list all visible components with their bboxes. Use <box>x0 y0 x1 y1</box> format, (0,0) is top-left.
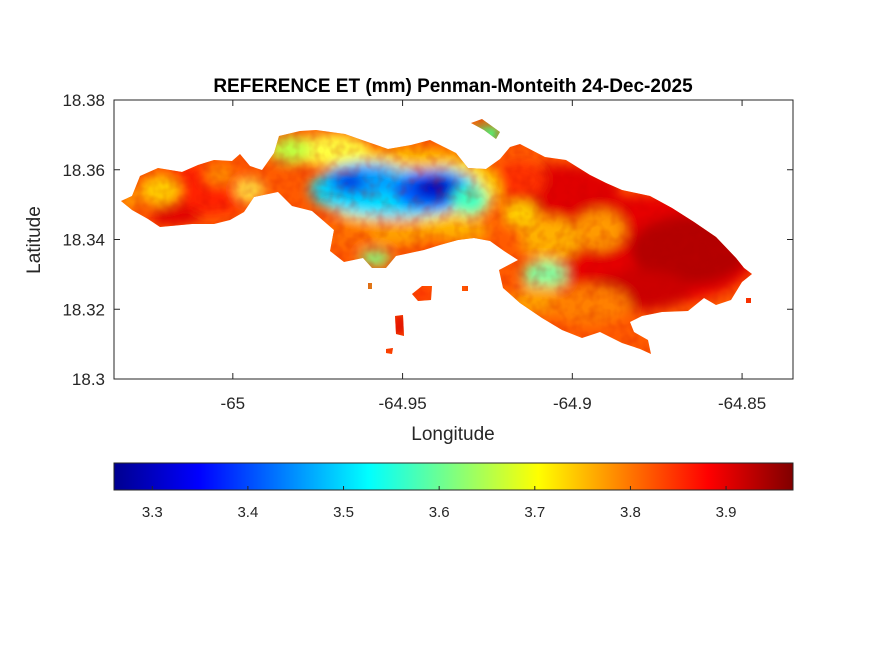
x-axis-label: Longitude <box>411 424 494 445</box>
colorbar-tick-label: 3.3 <box>142 504 163 521</box>
x-tick-label: -64.9 <box>553 394 592 413</box>
colorbar-tick-label: 3.8 <box>620 504 641 521</box>
y-tick-label: 18.38 <box>62 91 105 110</box>
colorbar-tick-label: 3.4 <box>237 504 258 521</box>
colorbar-gradient <box>113 462 794 491</box>
chart-title: REFERENCE ET (mm) Penman-Monteith 24-Dec… <box>213 76 693 97</box>
y-tick-label: 18.32 <box>62 300 105 319</box>
y-tick-label: 18.3 <box>72 370 105 389</box>
y-tick-label: 18.36 <box>62 161 105 180</box>
colorbar-tick-label: 3.7 <box>524 504 545 521</box>
colorbar-tick-label: 3.6 <box>429 504 450 521</box>
colorbar-tick-label: 3.9 <box>716 504 737 521</box>
x-tick-label: -64.95 <box>378 394 426 413</box>
y-axis-label: Latitude <box>24 206 45 274</box>
plot-area: -65 -64.95 -64.9 -64.85 18.3 18.32 18.34 18.36 1… <box>62 91 794 413</box>
ticks-layer: -65 -64.95 -64.9 -64.85 18.3 18.32 18.34 18.36 1… <box>62 91 793 413</box>
colorbar-tick-label: 3.5 <box>333 504 354 521</box>
colorbar: 3.3 3.4 3.5 3.6 3.7 3.8 3.9 <box>113 462 794 521</box>
colorbar-ticks-layer: 3.3 3.4 3.5 3.6 3.7 3.8 3.9 <box>142 486 737 521</box>
x-tick-label: -64.85 <box>718 394 766 413</box>
x-tick-label: -65 <box>221 394 246 413</box>
y-tick-label: 18.34 <box>62 231 105 250</box>
